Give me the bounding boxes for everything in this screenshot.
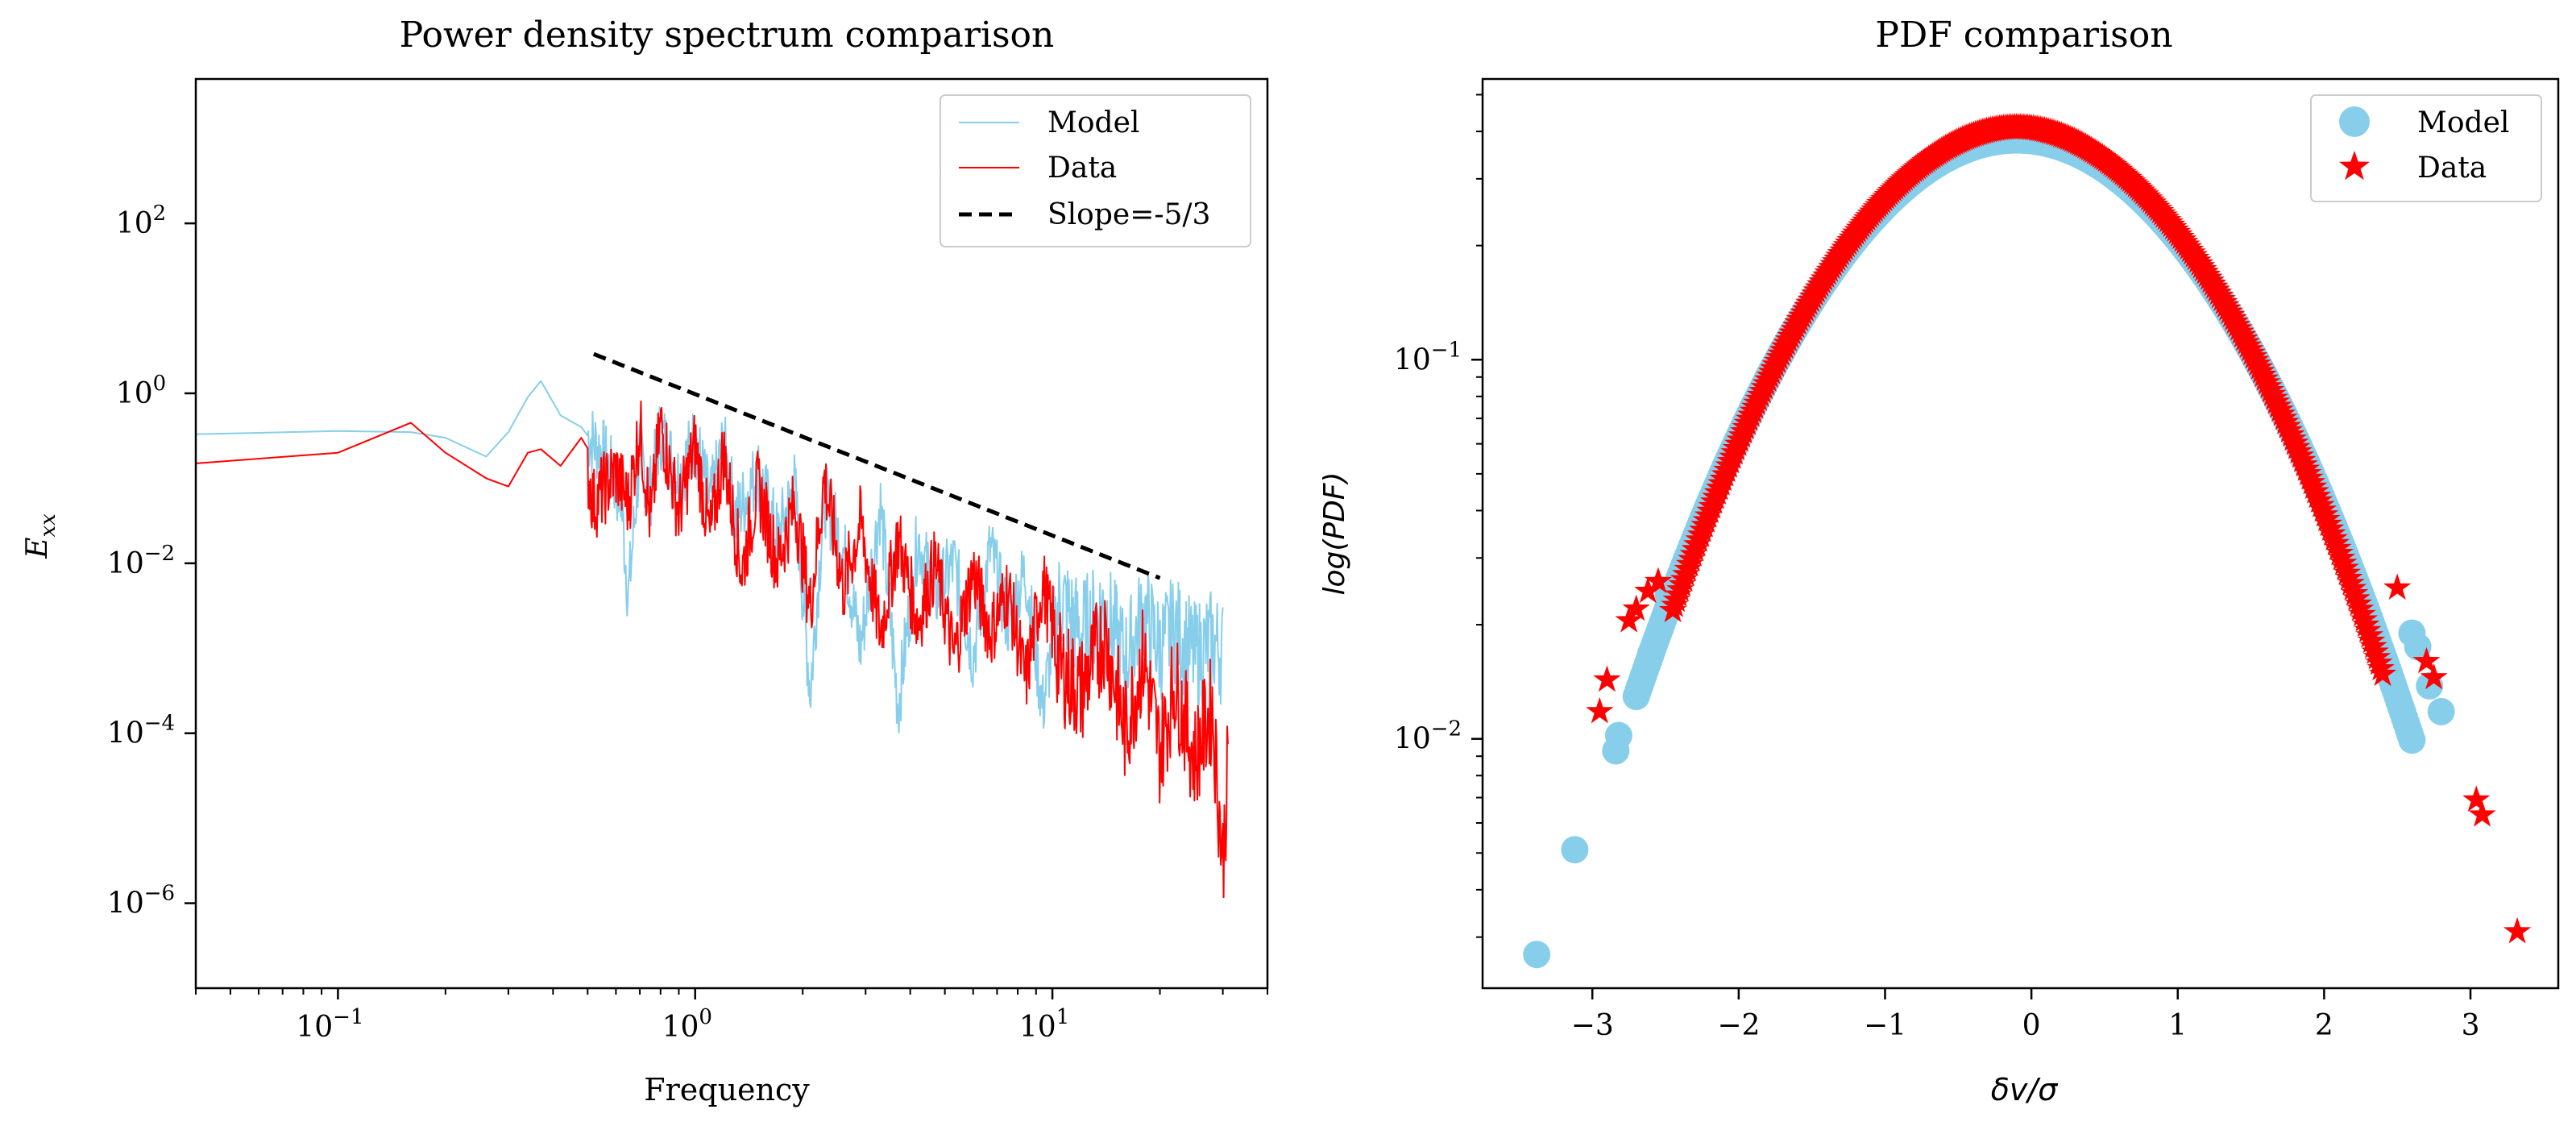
- legend-data-marker: [2339, 151, 2370, 181]
- y-tick-label-exp: −2: [1431, 717, 1462, 742]
- data-point: [1586, 696, 1614, 724]
- x-tick-label-base: 10: [296, 1011, 333, 1044]
- data-point: [1593, 665, 1621, 692]
- pdf-comparison-xlabel: δv/σ: [1991, 1072, 2060, 1107]
- y-tick-label: 102: [116, 202, 166, 240]
- x-tick-label: 3: [2462, 1009, 2480, 1042]
- legend-pdf-data-label: Data: [2417, 152, 2487, 185]
- power-spectrum-chart: Power density spectrum comparison 10−1 10…: [21, 15, 1269, 1107]
- data-point: [2412, 646, 2441, 674]
- x-tick-label-exp: 0: [699, 1005, 712, 1029]
- data-point: [2420, 663, 2448, 690]
- x-tick-label: 10−1: [296, 1005, 363, 1044]
- y-tick-label: 10−6: [107, 882, 175, 920]
- y-tick-label-exp: 2: [153, 202, 167, 226]
- legend-pdf-model-label: Model: [2417, 106, 2509, 139]
- y-tick-label-exp: 0: [153, 372, 167, 396]
- x-tick-label: 1: [2168, 1009, 2187, 1042]
- pdf-comparison-legend: Model Data: [2310, 94, 2542, 202]
- data-point: [2468, 800, 2496, 827]
- y-tick-label: 10−1: [1394, 338, 1462, 376]
- power-spectrum-ylabel: Exx: [21, 513, 60, 559]
- pdf-comparison-title: PDF comparison: [1875, 15, 2172, 56]
- y-tick-label-base: 10: [107, 887, 144, 920]
- model-point: [1523, 941, 1551, 969]
- y-tick-label-base: 10: [107, 717, 144, 750]
- data-point: [1644, 567, 1673, 593]
- y-tick-label-exp: −6: [144, 882, 175, 906]
- model-point: [2427, 697, 2455, 725]
- data-scatter-series: [1586, 113, 2532, 944]
- x-tick-label-exp: 1: [1056, 1005, 1070, 1029]
- x-tick-label-base: 10: [662, 1011, 699, 1044]
- y-tick-label-base: 10: [1394, 723, 1431, 756]
- x-tick-label: −1: [1864, 1009, 1906, 1042]
- y-tick-label-exp: −1: [1431, 338, 1462, 362]
- power-spectrum-legend: Model Data Slope=-5/3: [940, 94, 1251, 247]
- legend-model-label: Model: [1047, 106, 1139, 139]
- data-point: [2368, 659, 2397, 687]
- data-spectrum-line: [196, 400, 1229, 899]
- x-tick-label: −2: [1717, 1009, 1760, 1042]
- legend-slope-label: Slope=-5/3: [1047, 198, 1210, 231]
- y-tick-label-base: 10: [1394, 343, 1431, 376]
- y-tick-label-exp: −4: [144, 712, 175, 736]
- y-tick-label-base: 10: [116, 377, 153, 410]
- power-spectrum-xlabel: Frequency: [644, 1072, 810, 1107]
- power-spectrum-axes-frame: [194, 77, 1269, 990]
- x-tick-label: 100: [662, 1005, 712, 1044]
- pdf-comparison-ticks: −3 −2 −1 0 1 2 310−210−1: [1394, 93, 2480, 1042]
- power-spectrum-legend-frame: [940, 94, 1251, 247]
- data-point: [2462, 785, 2491, 812]
- legend-data-label: Data: [1047, 152, 1117, 185]
- data-point: [1622, 594, 1650, 621]
- power-spectrum-plot-area: [196, 351, 1229, 899]
- pdf-comparison-axes-frame: [1481, 77, 2560, 990]
- y-tick-label: 100: [116, 372, 166, 410]
- pdf-comparison-ylabel: log(PDF): [1318, 472, 1351, 595]
- model-point: [2398, 726, 2426, 754]
- slope-reference-line: [592, 351, 1161, 580]
- x-tick-label-base: 10: [1019, 1011, 1056, 1044]
- model-point: [1636, 639, 1665, 667]
- y-tick-label: 10−4: [107, 712, 175, 750]
- legend-model-marker: [2339, 106, 2370, 137]
- pdf-comparison-plot-area: [1523, 113, 2532, 969]
- y-tick-label: 10−2: [1394, 717, 1462, 756]
- model-point: [1604, 721, 1632, 750]
- y-tick-label: 10−2: [107, 542, 175, 580]
- power-spectrum-title: Power density spectrum comparison: [400, 15, 1055, 56]
- pdf-comparison-chart: PDF comparison −3 −2 −1 0 1 2 310−210−1 δv/σ l…: [1318, 15, 2560, 1107]
- y-tick-label-base: 10: [116, 207, 153, 240]
- x-tick-label-exp: −1: [333, 1005, 363, 1029]
- power-spectrum-ylabel-sub: xx: [36, 513, 60, 538]
- data-point: [1634, 576, 1662, 604]
- x-tick-label: 2: [2315, 1009, 2333, 1042]
- data-point: [2503, 916, 2532, 944]
- data-point: [2383, 573, 2412, 600]
- power-spectrum-ylabel-base: E: [21, 538, 54, 559]
- x-tick-label: 101: [1019, 1005, 1069, 1044]
- x-tick-label: 0: [2022, 1009, 2041, 1042]
- model-point: [1561, 836, 1589, 864]
- y-tick-label-exp: −2: [144, 542, 175, 566]
- x-tick-label: −3: [1571, 1009, 1614, 1042]
- y-tick-label-base: 10: [107, 547, 144, 580]
